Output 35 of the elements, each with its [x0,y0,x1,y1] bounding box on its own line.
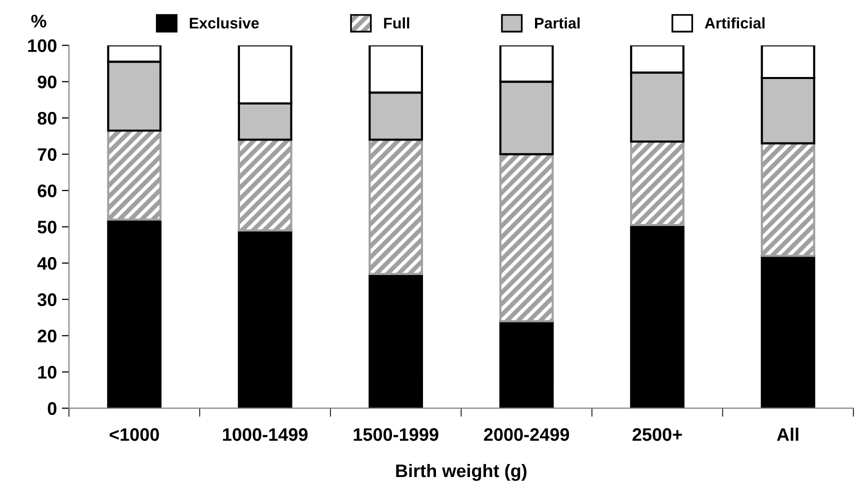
bar [499,153,554,322]
bar [630,140,684,226]
legend-label: Exclusive [190,17,259,29]
x-axis-title: Birth weight (g) [396,464,526,481]
bar [368,138,423,276]
y-tick-label: 90 [38,76,56,88]
x-tick-label: 1500-1999 [354,428,438,441]
x-tick-label: 1000-1499 [223,428,308,441]
bar [760,142,816,257]
y-axis-title: % [31,14,46,28]
x-tick-label: All [776,428,798,441]
legend-label: Artificial [704,17,764,29]
bar [107,218,162,408]
bar [107,130,162,221]
bar [238,138,292,232]
x-tick-label: 2000-2499 [484,428,570,441]
bar [368,272,423,408]
bar [760,254,816,408]
bar [499,320,554,408]
y-tick-label: 70 [38,148,56,161]
y-tick-label: 50 [38,220,56,234]
y-tick-label: 40 [37,257,56,270]
legend-label: Full [384,17,410,29]
bar [630,224,684,408]
y-tick-label: 60 [38,184,56,198]
y-tick-label: 0 [48,402,56,415]
y-tick-label: 20 [38,330,56,342]
bar [238,229,292,408]
y-tick-label: 10 [38,366,56,379]
x-tick-label: <1000 [110,428,159,441]
x-tick-label: 2500+ [632,428,682,441]
y-tick-label: 80 [38,112,56,125]
y-tick-label: 100 [28,39,56,52]
legend-label: Partial [535,17,580,29]
y-tick-label: 30 [37,293,56,306]
